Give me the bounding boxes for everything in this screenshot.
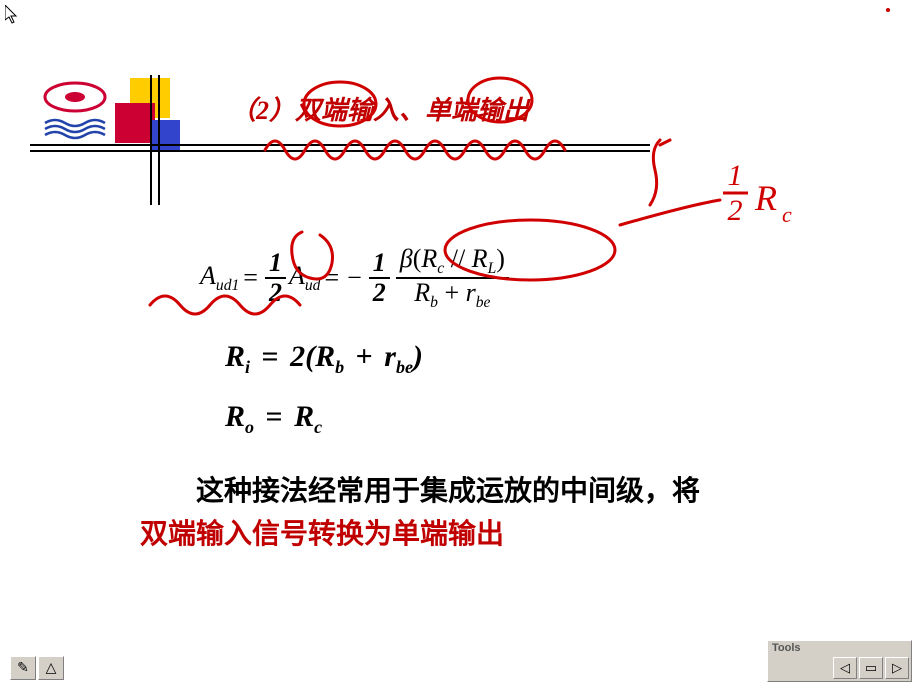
marker-dot: [886, 8, 890, 12]
divider-v2: [158, 75, 160, 205]
pen-tool-button[interactable]: ✎: [10, 656, 36, 680]
neg-half-fraction: 1 2: [369, 249, 390, 308]
title-prefix: （2）: [230, 96, 295, 125]
para-text2: 双端输入信号转换为单端输出: [140, 519, 504, 550]
para-indent: [140, 476, 196, 507]
cursor-icon: [5, 5, 21, 25]
tools-title: Tools: [768, 641, 911, 655]
bottom-toolbar: ✎ △: [10, 656, 64, 680]
eq1-lhs: Aud1: [200, 261, 239, 295]
eq1-aud: Aud: [289, 261, 320, 295]
equation-aud1: Aud1 = 1 2 Aud = − 1 2 β(Rc // RL) Rb + …: [200, 245, 512, 312]
annot-rc: R: [754, 178, 777, 218]
explanation-paragraph: 这种接法经常用于集成运放的中间级，将双端输入信号转换为单端输出: [140, 470, 720, 557]
divider-h1: [30, 144, 650, 146]
title-text: 双端输入、单端输出: [295, 96, 529, 125]
divider-v1: [150, 75, 152, 205]
slide-logo: [40, 75, 200, 155]
prev-button[interactable]: ◁: [833, 657, 857, 679]
para-text1: 这种接法经常用于集成运放的中间级，将: [196, 476, 700, 507]
main-fraction: β(Rc // RL) Rb + rbe: [396, 245, 509, 312]
tools-panel[interactable]: Tools ◁ ▭ ▷: [767, 640, 912, 682]
up-tool-button[interactable]: △: [38, 656, 64, 680]
half-fraction: 1 2: [265, 249, 286, 308]
equation-ro: Ro = Rc: [225, 400, 322, 438]
section-title: （2）双端输入、单端输出: [230, 90, 529, 127]
next-button[interactable]: ▷: [885, 657, 909, 679]
annot-half-den: 2: [728, 194, 743, 227]
equation-ri: Ri = 2(Rb + rbe): [225, 340, 423, 378]
annot-half-num: 1: [728, 159, 743, 192]
divider-h2: [30, 150, 650, 152]
annot-rc-sub: c: [782, 202, 792, 227]
screen-button[interactable]: ▭: [859, 657, 883, 679]
